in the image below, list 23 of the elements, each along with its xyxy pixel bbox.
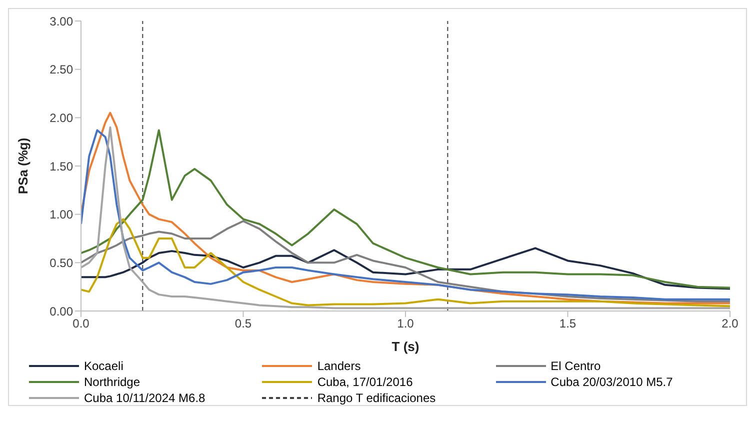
y-tick-label: 2.50 bbox=[50, 62, 74, 77]
line-series bbox=[81, 247, 730, 290]
x-tick-label: 1.5 bbox=[559, 316, 576, 331]
y-tick-label: 1.50 bbox=[50, 159, 74, 174]
legend-label: Cuba 20/03/2010 M5.7 bbox=[550, 375, 673, 389]
y-tick-label: 2.00 bbox=[50, 110, 74, 125]
x-tick-label: 0.0 bbox=[72, 316, 90, 331]
legend-label: Kocaeli bbox=[84, 359, 124, 373]
legend-label: Northridge bbox=[84, 375, 140, 389]
legend-label: Cuba 10/11/2024 M6.8 bbox=[84, 391, 206, 405]
legend-label: Cuba, 17/01/2016 bbox=[317, 375, 413, 389]
y-tick-label: 0.50 bbox=[50, 256, 74, 270]
legend-label: El Centro bbox=[550, 359, 601, 373]
y-tick-label: 3.00 bbox=[50, 14, 74, 28]
y-tick-label: 0.00 bbox=[50, 304, 74, 318]
y-tick-label: 1.00 bbox=[50, 208, 74, 222]
y-axis-title: PSa (%g) bbox=[16, 138, 31, 194]
legend-label: Landers bbox=[317, 359, 361, 373]
legend-label: Rango T edificaciones bbox=[317, 391, 436, 405]
x-tick-label: 1.0 bbox=[397, 316, 414, 331]
x-tick-label: 2.0 bbox=[722, 316, 739, 331]
x-tick-label: 0.5 bbox=[234, 316, 252, 331]
x-axis-title: T (s) bbox=[392, 339, 420, 354]
